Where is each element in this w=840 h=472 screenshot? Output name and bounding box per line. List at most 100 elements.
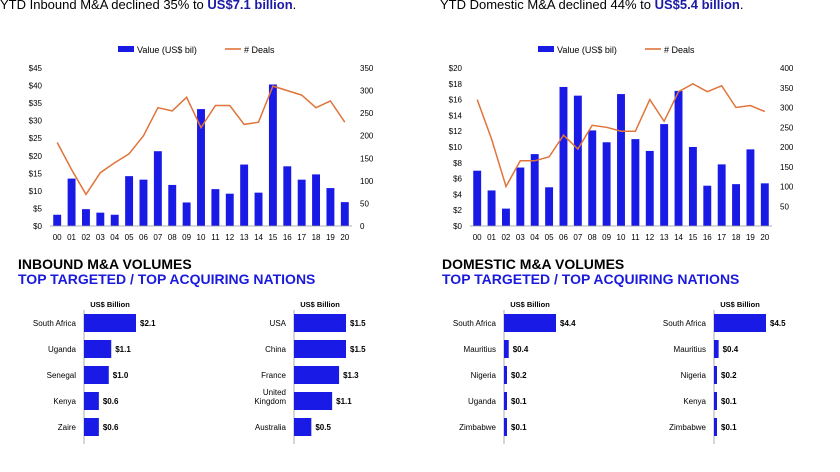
inbound-title: YTD Inbound M&A declined 35% to US$7.1 b…	[0, 0, 296, 12]
domestic-acquiring-value-label: $0.4	[723, 345, 739, 354]
domestic-x-tick: 07	[573, 233, 582, 242]
domestic-targeted-bar	[504, 366, 507, 384]
domestic-bar	[473, 170, 482, 226]
inbound-y-right-tick: 250	[360, 109, 374, 118]
domestic-deals-line	[476, 82, 766, 189]
inbound-targeted-value-label: $0.6	[103, 397, 119, 406]
domestic-targeted-value-label: $0.1	[511, 397, 527, 406]
domestic-acquiring-bar	[714, 340, 719, 358]
inbound-deals-line	[56, 85, 346, 196]
inbound-acquiring-category-label: Australia	[255, 423, 287, 432]
domestic-bar	[674, 90, 683, 226]
inbound-y-left-tick: $25	[29, 134, 43, 143]
domestic-bar	[559, 86, 568, 227]
inbound-y-right-tick: 300	[360, 87, 374, 96]
inbound-bar	[211, 189, 220, 226]
domestic-x-tick: 10	[617, 233, 626, 242]
inbound-x-tick: 07	[153, 233, 162, 242]
domestic-acquiring-category-label: Kenya	[683, 397, 706, 406]
inbound-x-tick: 17	[297, 233, 306, 242]
domestic-targeted-header: US$ Billion	[510, 300, 550, 309]
domestic-x-tick: 02	[501, 233, 510, 242]
domestic-acquiring-value-label: $4.5	[770, 319, 786, 328]
inbound-y-left-tick: $35	[29, 99, 43, 108]
domestic-acquiring-category-label: Nigeria	[681, 371, 707, 380]
inbound-y-right-tick: 350	[360, 64, 374, 73]
inbound-x-tick: 12	[225, 233, 234, 242]
domestic-y-left-tick: $6	[453, 175, 462, 184]
domestic-x-tick: 08	[588, 233, 597, 242]
domestic-bar	[732, 184, 741, 226]
inbound-acquiring-category-label: USA	[270, 319, 287, 328]
inbound-x-tick: 03	[96, 233, 105, 242]
inbound-x-tick: 15	[268, 233, 277, 242]
domestic-y-left-tick: $10	[449, 143, 463, 152]
domestic-y-right-tick: 300	[780, 104, 794, 113]
domestic-acquiring-bar	[714, 392, 717, 410]
inbound-bar	[96, 212, 105, 226]
domestic-bar	[617, 94, 625, 226]
inbound-y-right-tick: 0	[360, 222, 365, 231]
domestic-x-tick: 00	[473, 233, 482, 242]
domestic-y-right-tick: 400	[780, 64, 794, 73]
domestic-y-left-tick: $18	[449, 80, 463, 89]
inbound-title-highlight: US$7.1 billion	[207, 0, 293, 12]
inbound-acquiring-bar	[294, 392, 333, 410]
inbound-bar	[168, 184, 177, 226]
domestic-acquiring-value-label: $0.1	[721, 397, 737, 406]
inbound-bar	[268, 84, 277, 226]
inbound-targeted-bar	[84, 366, 109, 384]
inbound-acquiring-category-label: China	[265, 345, 286, 354]
domestic-x-tick: 15	[688, 233, 697, 242]
domestic-combo-chart: Value (US$ bil) # Deals $0 $2 $4 $6 $8 $10 $12 $1…	[449, 45, 794, 242]
inbound-title-text: YTD Inbound M&A declined 35% to	[0, 0, 208, 12]
inbound-x-tick: 04	[110, 233, 119, 242]
inbound-x-tick: 09	[182, 233, 191, 242]
inbound-y-left-tick: $15	[29, 169, 43, 178]
domestic-acquiring-value-label: $0.1	[721, 423, 737, 432]
inbound-bar	[283, 166, 292, 226]
domestic-targeted-category-label: South Africa	[453, 319, 497, 328]
domestic-targeted-bar	[504, 392, 507, 410]
inbound-bar	[139, 179, 148, 226]
inbound-x-tick: 13	[240, 233, 249, 242]
inbound-x-tick: 08	[168, 233, 177, 242]
inbound-y-left-tick: $10	[29, 187, 43, 196]
inbound-acquiring-category-label: France	[261, 371, 286, 380]
domestic-bar	[631, 139, 640, 226]
inbound-y-right-tick: 100	[360, 177, 374, 186]
inbound-x-tick: 16	[283, 233, 292, 242]
inbound-bar	[340, 202, 349, 226]
domestic-section-heading: DOMESTIC M&A VOLUMES TOP TARGETED / TOP …	[442, 257, 739, 287]
domestic-bar	[545, 187, 554, 226]
domestic-acquiring-header: US$ Billion	[720, 300, 760, 309]
domestic-x-tick: 17	[717, 233, 726, 242]
inbound-x-tick: 20	[340, 233, 349, 242]
inbound-x-tick: 10	[197, 233, 206, 242]
domestic-targeted-bar	[504, 340, 509, 358]
domestic-x-tick: 19	[746, 233, 755, 242]
domestic-y-left-tick: $2	[453, 206, 462, 215]
domestic-x-tick: 01	[487, 233, 496, 242]
domestic-targeted-value-label: $0.2	[511, 371, 527, 380]
inbound-targeted-value-label: $0.6	[103, 423, 119, 432]
domestic-targeted-value-label: $4.4	[560, 319, 576, 328]
domestic-targeted-bar	[504, 418, 507, 436]
domestic-title: YTD Domestic M&A declined 44% to US$5.4 …	[440, 0, 743, 12]
domestic-acquiring-value-label: $0.2	[721, 371, 737, 380]
domestic-x-tick: 09	[602, 233, 611, 242]
domestic-bar	[487, 190, 496, 226]
domestic-title-highlight: US$5.4 billion	[654, 0, 740, 12]
inbound-y-left-tick: $45	[29, 64, 43, 73]
domestic-y-right-tick: 50	[780, 202, 789, 211]
inbound-bar	[153, 151, 162, 226]
domestic-x-tick: 06	[559, 233, 568, 242]
inbound-x-tick: 02	[81, 233, 90, 242]
inbound-y-left-tick: $20	[29, 152, 43, 161]
inbound-x-tick: 05	[125, 233, 134, 242]
domestic-targeted-value-label: $0.4	[513, 345, 529, 354]
domestic-x-tick: 03	[516, 233, 525, 242]
inbound-acquiring-bar	[294, 366, 340, 384]
domestic-bar	[573, 95, 582, 227]
domestic-legend-line-label: # Deals	[664, 45, 695, 55]
